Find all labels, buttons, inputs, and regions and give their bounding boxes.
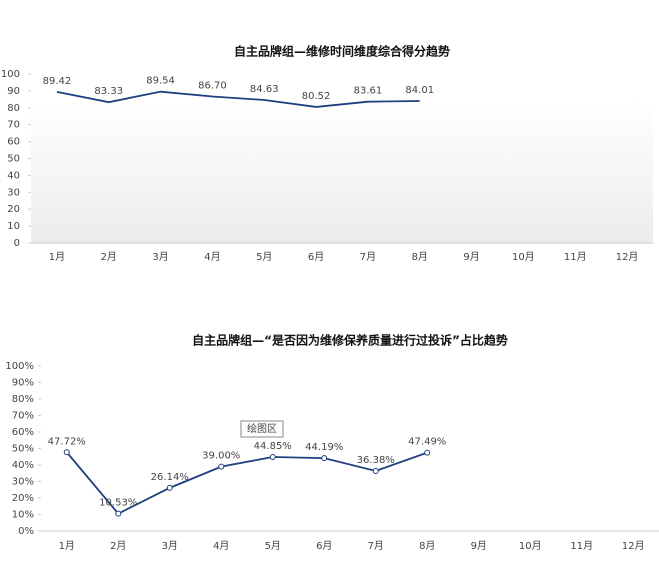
value-label: 44.19% xyxy=(305,442,343,453)
point xyxy=(115,510,122,517)
x-tick-label: 12月 xyxy=(622,540,645,552)
value-label: 47.49% xyxy=(408,437,446,448)
y-tick-label: 50 xyxy=(7,154,20,165)
value-label: 39.00% xyxy=(202,451,240,462)
y-tick-label: 50% xyxy=(12,444,34,455)
y-tick-label: 60 xyxy=(7,137,20,148)
x-tick-label: 10月 xyxy=(519,540,542,552)
x-tick-label: 4月 xyxy=(204,251,220,263)
x-tick-label: 3月 xyxy=(152,251,168,263)
value-label: 44.85% xyxy=(254,441,292,452)
value-label: 89.42 xyxy=(43,76,72,87)
y-tick-label: 20 xyxy=(7,204,20,215)
y-tick-label: 10 xyxy=(7,221,20,232)
x-tick-label: 1月 xyxy=(49,251,65,263)
value-label: 89.54 xyxy=(146,76,175,87)
y-tick-label: 90 xyxy=(7,86,20,97)
value-label: 36.38% xyxy=(357,455,395,466)
point xyxy=(63,449,70,456)
value-label: 10.53% xyxy=(99,498,137,509)
x-tick-label: 11月 xyxy=(570,540,593,552)
x-tick-label: 9月 xyxy=(463,251,479,263)
point xyxy=(424,449,431,456)
y-tick-label: 100% xyxy=(5,361,34,372)
point xyxy=(218,463,225,470)
x-tick-label: 2月 xyxy=(110,540,126,552)
y-tick-label: 30% xyxy=(12,477,34,488)
chart-title: 自主品牌组—“是否因为维修保养质量进行过投诉”占比趋势 xyxy=(192,333,508,348)
x-tick-label: 7月 xyxy=(368,540,384,552)
y-tick-label: 60% xyxy=(12,427,34,438)
x-tick-label: 6月 xyxy=(308,251,324,263)
x-tick-label: 3月 xyxy=(162,540,178,552)
y-tick-label: 0 xyxy=(14,238,20,249)
chart-title: 自主品牌组—维修时间维度综合得分趋势 xyxy=(234,44,450,59)
x-tick-label: 7月 xyxy=(360,251,376,263)
point xyxy=(269,453,276,460)
value-label: 84.01 xyxy=(405,85,434,96)
value-label: 83.61 xyxy=(354,86,383,97)
y-tick-label: 40 xyxy=(7,170,20,181)
annotation: 绘图区 xyxy=(247,422,277,435)
point xyxy=(321,455,328,462)
y-tick-label: 30 xyxy=(7,187,20,198)
y-tick-label: 0% xyxy=(18,526,34,537)
value-label: 84.63 xyxy=(250,84,279,95)
x-tick-label: 9月 xyxy=(471,540,487,552)
y-tick-label: 70 xyxy=(7,120,20,131)
y-tick-label: 80 xyxy=(7,103,20,114)
series-line xyxy=(66,451,428,515)
plot-background xyxy=(31,100,653,243)
point xyxy=(166,484,173,491)
x-tick-label: 10月 xyxy=(512,251,535,263)
value-label: 26.14% xyxy=(151,472,189,483)
x-tick-label: 5月 xyxy=(256,251,272,263)
y-tick-label: 90% xyxy=(12,378,34,389)
x-tick-label: 8月 xyxy=(412,251,428,263)
x-tick-label: 6月 xyxy=(316,540,332,552)
point xyxy=(372,467,379,474)
y-tick-label: 100 xyxy=(1,69,20,80)
y-tick-label: 70% xyxy=(12,411,34,422)
x-tick-label: 5月 xyxy=(265,540,281,552)
annotation-box xyxy=(240,420,284,438)
x-tick-label: 2月 xyxy=(101,251,117,263)
x-tick-label: 1月 xyxy=(59,540,75,552)
value-label: 47.72% xyxy=(48,436,86,447)
x-tick-label: 11月 xyxy=(564,251,587,263)
value-label: 80.52 xyxy=(302,91,331,102)
series-line xyxy=(56,90,420,108)
y-tick-label: 80% xyxy=(12,394,34,405)
y-tick-label: 20% xyxy=(12,493,34,504)
y-tick-label: 40% xyxy=(12,460,34,471)
x-tick-label: 4月 xyxy=(213,540,229,552)
x-tick-label: 8月 xyxy=(419,540,435,552)
value-label: 86.70 xyxy=(198,80,227,91)
x-tick-label: 12月 xyxy=(616,251,639,263)
value-label: 83.33 xyxy=(94,86,123,97)
y-tick-label: 10% xyxy=(12,510,34,521)
